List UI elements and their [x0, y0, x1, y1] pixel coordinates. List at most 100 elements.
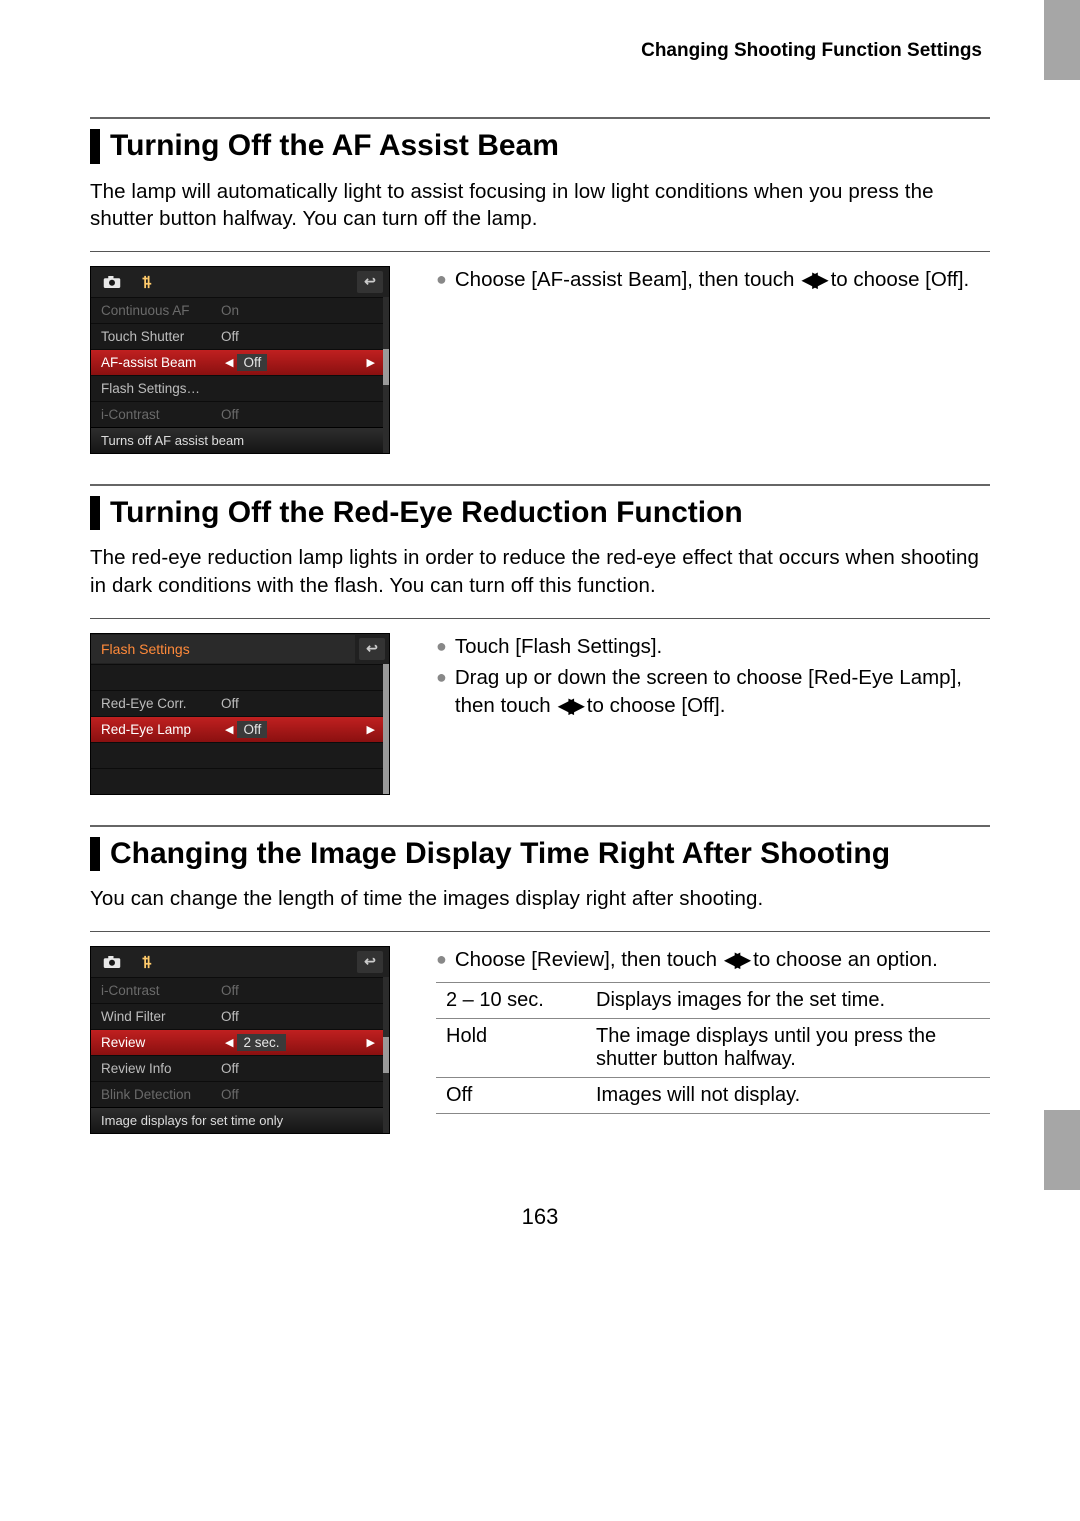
menu-row[interactable]: Blink DetectionOff [91, 1081, 389, 1107]
arrow-right-icon[interactable]: ▶ [363, 356, 379, 369]
section-red-eye: Turning Off the Red-Eye Reduction Functi… [90, 484, 990, 795]
camera-mock: ↩ i-ContrastOffWind FilterOffReview◀2 se… [90, 946, 400, 1134]
menu-row-label: Red-Eye Corr. [101, 696, 221, 711]
left-right-arrows-icon: ◀▶ [558, 693, 579, 720]
side-tab [1044, 1110, 1080, 1190]
option-key: Off [436, 1077, 586, 1113]
instructions: ● Touch [Flash Settings]. ● Drag up or d… [436, 633, 990, 724]
menu-row[interactable]: AF-assist Beam◀Off ▶ [91, 349, 389, 375]
menu-hint: Image displays for set time only [91, 1107, 389, 1133]
menu-row-label: Blink Detection [101, 1087, 221, 1102]
tools-icon[interactable] [131, 951, 161, 973]
menu-row[interactable]: Wind FilterOff [91, 1003, 389, 1029]
bullet-text: Choose [Review], then touch ◀▶ to choose… [455, 946, 990, 974]
menu-row[interactable]: Flash Settings… [91, 375, 389, 401]
blank-row [91, 768, 389, 794]
bullet-line: ● Choose [AF-assist Beam], then touch ◀▶… [436, 266, 990, 294]
menu-row[interactable]: Touch ShutterOff [91, 323, 389, 349]
back-icon[interactable]: ↩ [357, 951, 383, 973]
bullet-dot: ● [436, 946, 447, 972]
bullet-dot: ● [436, 633, 447, 659]
menu-row-value: Off [221, 1009, 239, 1024]
arrow-left-icon[interactable]: ◀ [221, 356, 237, 369]
bullet-part-b: to choose [Off]. [825, 268, 969, 291]
section-title-wrap: Turning Off the Red-Eye Reduction Functi… [90, 484, 990, 531]
blank-row [91, 664, 389, 690]
menu-row-label: Continuous AF [101, 303, 221, 318]
bullet-text: Choose [AF-assist Beam], then touch ◀▶ t… [455, 266, 990, 294]
menu-row-value: Off [221, 1087, 239, 1102]
section-display-time: Changing the Image Display Time Right Af… [90, 825, 990, 1134]
bullet-line: ● Drag up or down the screen to choose [… [436, 664, 990, 720]
section-body: You can change the length of time the im… [90, 885, 990, 913]
menu-row-value: Off [221, 696, 239, 711]
arrow-left-icon[interactable]: ◀ [221, 1036, 237, 1049]
camera-icon[interactable] [97, 271, 127, 293]
back-icon[interactable]: ↩ [359, 638, 385, 660]
menu-row-label: i-Contrast [101, 407, 221, 422]
scrollbar[interactable] [383, 664, 389, 794]
table-row: 2 – 10 sec.Displays images for the set t… [436, 982, 990, 1018]
menu-row[interactable]: Review◀2 sec. ▶ [91, 1029, 389, 1055]
arrow-left-icon[interactable]: ◀ [221, 723, 237, 736]
menu-row-value: On [221, 303, 239, 318]
menu-row-value: Off [221, 983, 239, 998]
option-value: Displays images for the set time. [586, 982, 990, 1018]
camera-menu-1: ↩ Continuous AFOnTouch ShutterOffAF-assi… [90, 266, 390, 454]
menu-hint: Turns off AF assist beam [91, 427, 389, 453]
back-icon[interactable]: ↩ [357, 271, 383, 293]
camera-menu-2: Flash Settings ↩ Red-Eye Corr.OffRed-Eye… [90, 633, 390, 795]
menu-row[interactable]: i-ContrastOff [91, 977, 389, 1003]
arrow-right-icon[interactable]: ▶ [363, 723, 379, 736]
menu-row-value: Off [221, 1061, 239, 1076]
option-value: Images will not display. [586, 1077, 990, 1113]
menu-row-value: 2 sec. [237, 1034, 285, 1051]
table-row: OffImages will not display. [436, 1077, 990, 1113]
bullet-text: Touch [Flash Settings]. [455, 633, 990, 661]
menu-row-label: i-Contrast [101, 983, 221, 998]
running-head: Changing Shooting Function Settings [90, 40, 990, 62]
top-tab [1044, 0, 1080, 80]
divider [90, 618, 990, 619]
scrollbar[interactable] [383, 977, 389, 1133]
menu-row[interactable]: Review InfoOff [91, 1055, 389, 1081]
bullet-part-a: Choose [AF-assist Beam], then touch [455, 268, 800, 291]
menu-row[interactable]: Red-Eye Corr.Off [91, 690, 389, 716]
menu-row-label: Review [101, 1035, 221, 1050]
camera-tabs: ↩ [91, 267, 389, 297]
scrollbar[interactable] [383, 297, 389, 453]
section-bar [90, 129, 100, 164]
section-bar [90, 496, 100, 531]
section-title: Turning Off the Red-Eye Reduction Functi… [110, 496, 743, 531]
page: Changing Shooting Function Settings Turn… [0, 0, 1080, 1521]
bullet-line: ● Choose [Review], then touch ◀▶ to choo… [436, 946, 990, 974]
camera-top: Flash Settings ↩ [91, 634, 389, 664]
bullet-dot: ● [436, 266, 447, 292]
instruction-row: ↩ i-ContrastOffWind FilterOffReview◀2 se… [90, 946, 990, 1134]
menu-row-label: AF-assist Beam [101, 355, 221, 370]
bullet-part-a: Choose [Review], then touch [455, 948, 723, 971]
left-right-arrows-icon: ◀▶ [802, 267, 823, 294]
section-body: The red-eye reduction lamp lights in ord… [90, 544, 990, 599]
arrow-right-icon[interactable]: ▶ [363, 1036, 379, 1049]
tools-icon[interactable] [131, 271, 161, 293]
menu-title: Flash Settings [91, 635, 355, 663]
camera-menu-3: ↩ i-ContrastOffWind FilterOffReview◀2 se… [90, 946, 390, 1134]
menu-row[interactable]: i-ContrastOff [91, 401, 389, 427]
bullet-part-b: to choose an option. [747, 948, 937, 971]
left-right-arrows-icon: ◀▶ [725, 947, 746, 974]
instruction-row: ↩ Continuous AFOnTouch ShutterOffAF-assi… [90, 266, 990, 454]
camera-tabs: ↩ [91, 947, 389, 977]
instructions: ● Choose [Review], then touch ◀▶ to choo… [436, 946, 990, 1114]
bullet-text: Drag up or down the screen to choose [Re… [455, 664, 990, 720]
camera-icon[interactable] [97, 951, 127, 973]
menu-row[interactable]: Continuous AFOn [91, 297, 389, 323]
menu-row[interactable]: Red-Eye Lamp◀Off▶ [91, 716, 389, 742]
menu-row-value: Off [237, 354, 267, 371]
section-title: Changing the Image Display Time Right Af… [110, 837, 890, 872]
section-body: The lamp will automatically light to ass… [90, 178, 990, 233]
page-number: 163 [90, 1204, 990, 1230]
bullet-part-b: to choose [Off]. [581, 694, 725, 717]
table-row: HoldThe image displays until you press t… [436, 1018, 990, 1077]
option-key: Hold [436, 1018, 586, 1077]
